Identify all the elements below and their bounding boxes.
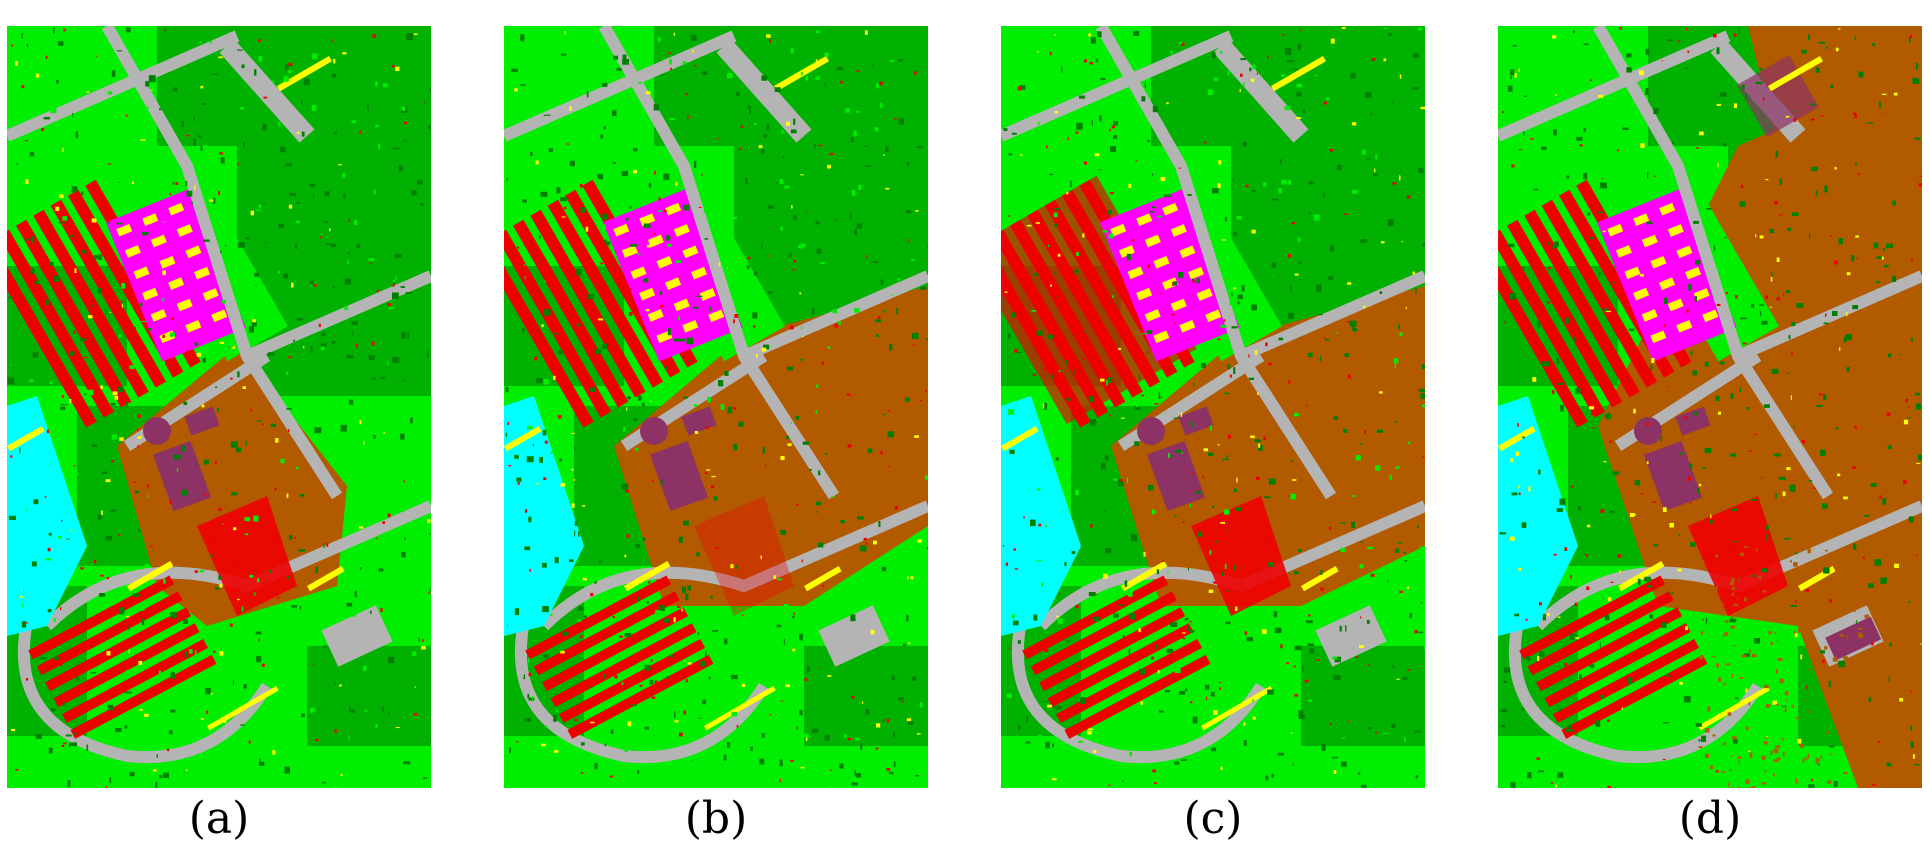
classification-map-c	[1001, 26, 1425, 788]
panel-caption-c: (c)	[1183, 793, 1243, 844]
panel-c: (c)	[1001, 0, 1425, 857]
panel-a: (a)	[7, 0, 431, 857]
classification-map-b	[504, 26, 928, 788]
classification-map-c-svg	[1001, 26, 1425, 788]
classification-map-a	[7, 26, 431, 788]
panel-d: (d)	[1498, 0, 1922, 857]
classification-map-d	[1498, 26, 1922, 788]
classification-map-a-svg	[7, 26, 431, 788]
panel-caption-d: (d)	[1678, 793, 1742, 844]
panel-b: (b)	[504, 0, 928, 857]
panel-caption-a: (a)	[188, 793, 250, 844]
classification-map-b-svg	[504, 26, 928, 788]
classification-map-d-svg	[1498, 26, 1922, 788]
panel-caption-b: (b)	[684, 793, 748, 844]
